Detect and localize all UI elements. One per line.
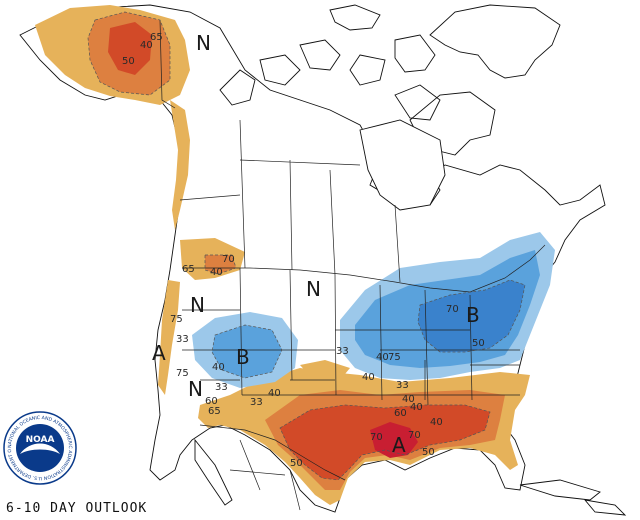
alaska-above-strong — [108, 22, 152, 75]
contour-label: 75 — [388, 352, 401, 363]
contour-label: 40 — [430, 417, 443, 428]
contour-label: 33 — [396, 380, 409, 391]
contour-label: 40 — [140, 40, 153, 51]
category-letters: N N N N A A B B — [152, 31, 480, 457]
hudson-bay — [359, 119, 446, 211]
contour-label: 70 — [222, 254, 235, 265]
gulf-above-max — [370, 422, 418, 458]
contour-label: 60 — [205, 396, 218, 407]
contour-pnw — [204, 254, 237, 275]
contour-label: 50 — [422, 447, 435, 458]
contour-label: 70 — [408, 430, 421, 441]
west-coast-above — [158, 280, 180, 395]
contour-label: 50 — [122, 56, 135, 67]
canada-province-lines — [179, 119, 401, 283]
contour-alaska — [87, 11, 171, 96]
contour-south — [279, 404, 491, 481]
south-a-letter: A — [392, 433, 406, 457]
contour-label: 33 — [250, 397, 263, 408]
mexico-state-lines — [229, 439, 301, 511]
contour-label: 70 — [446, 304, 459, 315]
us-canada-border — [182, 244, 546, 293]
west-a-letter: A — [152, 341, 166, 365]
west-below-mid — [212, 325, 282, 378]
above-normal-shading — [35, 5, 530, 505]
contour-label: 40 — [210, 267, 223, 278]
contour-label: 40 — [212, 362, 225, 373]
contour-label: 75 — [176, 368, 189, 379]
caribbean-islands — [519, 479, 627, 516]
coastlines — [19, 4, 627, 516]
baja-california — [194, 438, 233, 506]
contour-label: 50 — [472, 338, 485, 349]
central-n-letter: N — [306, 277, 321, 301]
us-state-lines — [182, 267, 520, 406]
contour-east-b — [417, 279, 526, 353]
contour-label: 65 — [150, 32, 163, 43]
alaska-n-letter: N — [196, 31, 211, 55]
noaa-logo: NATIONAL OCEANIC AND ATMOSPHERIC ADMINIS… — [3, 411, 77, 485]
outlook-title: 6-10 DAY OUTLOOK — [6, 501, 147, 516]
coast-strip-above — [170, 100, 190, 230]
greenland-outline — [429, 4, 561, 79]
contour-west-b — [211, 324, 283, 379]
contour-label: 60 — [394, 408, 407, 419]
contour-label: 40 — [376, 352, 389, 363]
contour-label: 40 — [268, 388, 281, 399]
contour-label: 33 — [336, 346, 349, 357]
contour-label: 70 — [370, 432, 383, 443]
probability-contours — [87, 11, 526, 481]
east-below-strong — [418, 280, 525, 352]
political-boundaries — [159, 19, 546, 511]
contour-label: 65 — [182, 264, 195, 275]
plains-above-light — [300, 360, 350, 382]
us-mexico-border — [199, 424, 346, 481]
logo-wordmark: NOAA — [26, 435, 55, 445]
contour-label: 33 — [176, 334, 189, 345]
below-normal-shading — [192, 232, 555, 388]
west-b-letter: B — [236, 345, 250, 369]
southwest-n-letter: N — [188, 377, 203, 401]
west-n-letter: N — [190, 293, 205, 317]
contour-labels: 65 40 50 70 40 65 75 33 40 33 75 60 65 3… — [122, 32, 485, 469]
contour-label: 40 — [362, 372, 375, 383]
arctic-islands — [219, 4, 441, 121]
alaska-canada-border — [159, 19, 176, 109]
contour-label: 33 — [215, 382, 228, 393]
contour-label: 75 — [170, 314, 183, 325]
pnw-above-mid — [205, 255, 236, 274]
contour-label: 50 — [290, 458, 303, 469]
contour-label: 65 — [208, 406, 221, 417]
contour-label: 40 — [410, 402, 423, 413]
east-b-letter: B — [466, 303, 480, 327]
contour-label: 40 — [402, 394, 415, 405]
logo-bird-icon — [20, 443, 60, 454]
